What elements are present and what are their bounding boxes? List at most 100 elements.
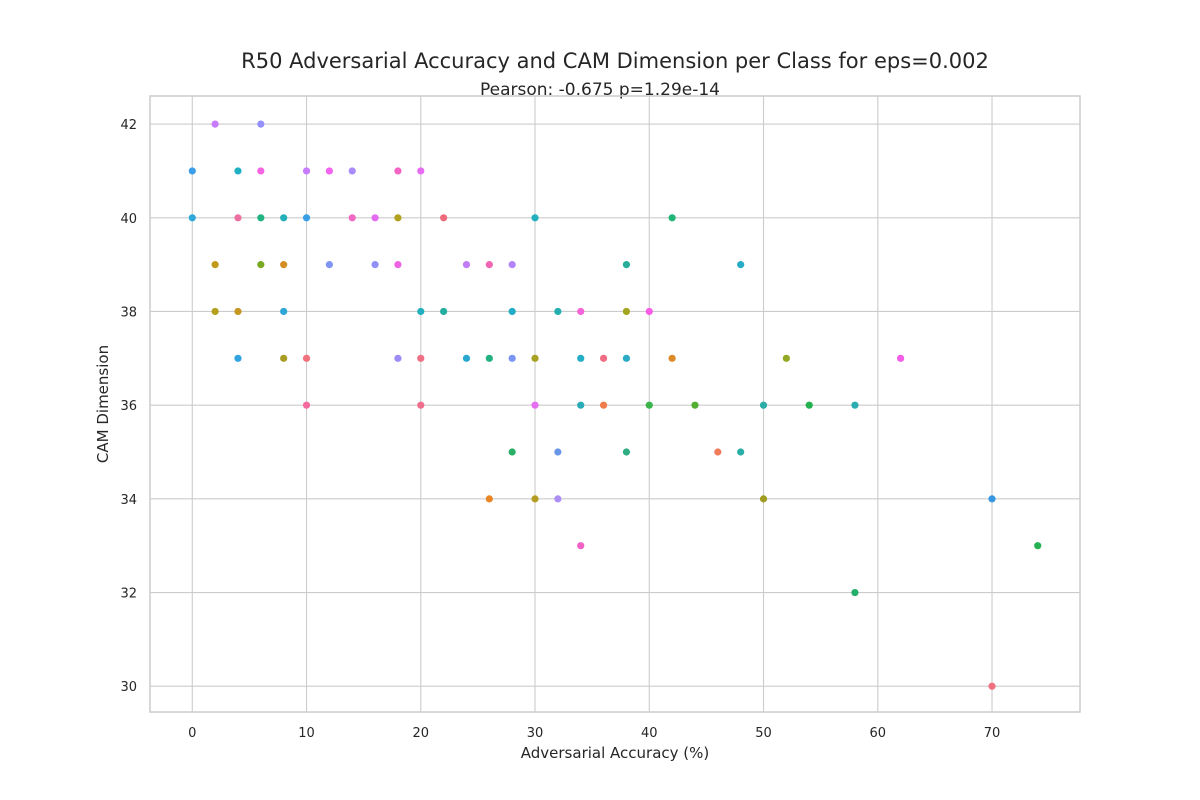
data-point <box>531 214 539 222</box>
data-point <box>462 354 471 362</box>
data-point <box>394 354 402 362</box>
data-point <box>668 214 676 222</box>
data-point <box>782 354 790 362</box>
data-point <box>394 261 402 269</box>
data-point <box>325 261 333 269</box>
x-axis-label: Adversarial Accuracy (%) <box>521 744 709 762</box>
data-point <box>897 354 905 362</box>
data-point <box>485 495 493 503</box>
data-point <box>371 261 379 269</box>
chart-title: R50 Adversarial Accuracy and CAM Dimensi… <box>241 49 989 73</box>
x-tick-label: 60 <box>870 726 887 741</box>
data-point <box>417 401 425 409</box>
data-point <box>257 214 265 222</box>
data-point <box>622 261 631 269</box>
data-point <box>737 261 745 269</box>
y-tick-label: 38 <box>120 305 137 320</box>
data-point <box>440 214 448 222</box>
data-point <box>577 401 585 409</box>
data-points <box>188 120 1042 690</box>
data-point <box>531 401 539 409</box>
data-point <box>440 307 448 316</box>
data-point <box>622 307 631 316</box>
x-tick-label: 0 <box>188 726 196 741</box>
x-tick-label: 40 <box>641 726 658 741</box>
y-tick-label: 32 <box>120 587 137 602</box>
data-point <box>417 307 425 316</box>
data-point <box>417 167 425 175</box>
data-point <box>554 307 562 316</box>
data-point <box>988 682 996 690</box>
chart-subtitle: Pearson: -0.675 p=1.29e-14 <box>480 80 720 100</box>
y-tick-label: 34 <box>120 493 137 508</box>
x-tick-labels: 0 10 20 30 40 50 60 70 <box>188 726 1000 741</box>
data-point <box>577 542 585 550</box>
data-point <box>234 354 242 362</box>
data-point <box>257 167 265 175</box>
data-point <box>645 401 653 409</box>
data-point <box>599 401 608 409</box>
data-point <box>257 120 265 128</box>
data-point <box>531 354 539 362</box>
x-tick-label: 30 <box>527 726 544 741</box>
data-point <box>348 214 356 222</box>
data-point <box>485 354 493 362</box>
data-point <box>645 307 653 316</box>
data-point <box>622 448 631 456</box>
data-point <box>691 401 699 409</box>
data-point <box>988 495 996 503</box>
data-point <box>325 167 333 175</box>
data-point <box>668 354 676 362</box>
data-point <box>211 261 219 269</box>
data-point <box>302 401 311 409</box>
data-point <box>302 214 311 222</box>
data-point <box>508 448 516 456</box>
data-point <box>714 448 722 456</box>
x-tick-label: 20 <box>413 726 430 741</box>
y-tick-labels: 30 32 34 36 38 40 42 <box>120 118 137 695</box>
data-point <box>257 261 265 269</box>
data-point <box>851 588 859 597</box>
data-point <box>234 307 242 316</box>
data-point <box>805 401 813 409</box>
data-point <box>348 167 356 175</box>
data-point <box>394 214 402 222</box>
data-point <box>302 354 311 362</box>
data-point <box>188 167 196 175</box>
data-point <box>394 167 402 175</box>
data-point <box>531 495 539 503</box>
gridlines <box>150 96 1080 712</box>
y-tick-label: 36 <box>120 399 137 414</box>
data-point <box>485 261 493 269</box>
x-tick-label: 70 <box>984 726 1001 741</box>
data-point <box>188 214 196 222</box>
data-point <box>737 448 745 456</box>
y-tick-label: 40 <box>120 212 137 227</box>
data-point <box>759 401 768 409</box>
data-point <box>577 354 585 362</box>
data-point <box>508 261 516 269</box>
data-point <box>302 167 311 175</box>
data-point <box>280 261 288 269</box>
data-point <box>211 307 219 316</box>
y-tick-label: 30 <box>120 680 137 695</box>
data-point <box>280 307 288 316</box>
data-point <box>211 120 219 128</box>
y-axis-label: CAM Dimension <box>94 345 112 463</box>
data-point <box>554 448 562 456</box>
x-tick-label: 10 <box>298 726 315 741</box>
data-point <box>599 354 608 362</box>
data-point <box>851 401 859 409</box>
y-tick-label: 42 <box>120 118 137 133</box>
plot-area <box>149 95 1081 713</box>
data-point <box>622 354 631 362</box>
data-point <box>280 214 288 222</box>
data-point <box>508 354 516 362</box>
data-point <box>234 214 242 222</box>
data-point <box>462 261 471 269</box>
data-point <box>280 354 288 362</box>
data-point <box>1034 542 1042 550</box>
data-point <box>417 354 425 362</box>
data-point <box>554 495 562 503</box>
